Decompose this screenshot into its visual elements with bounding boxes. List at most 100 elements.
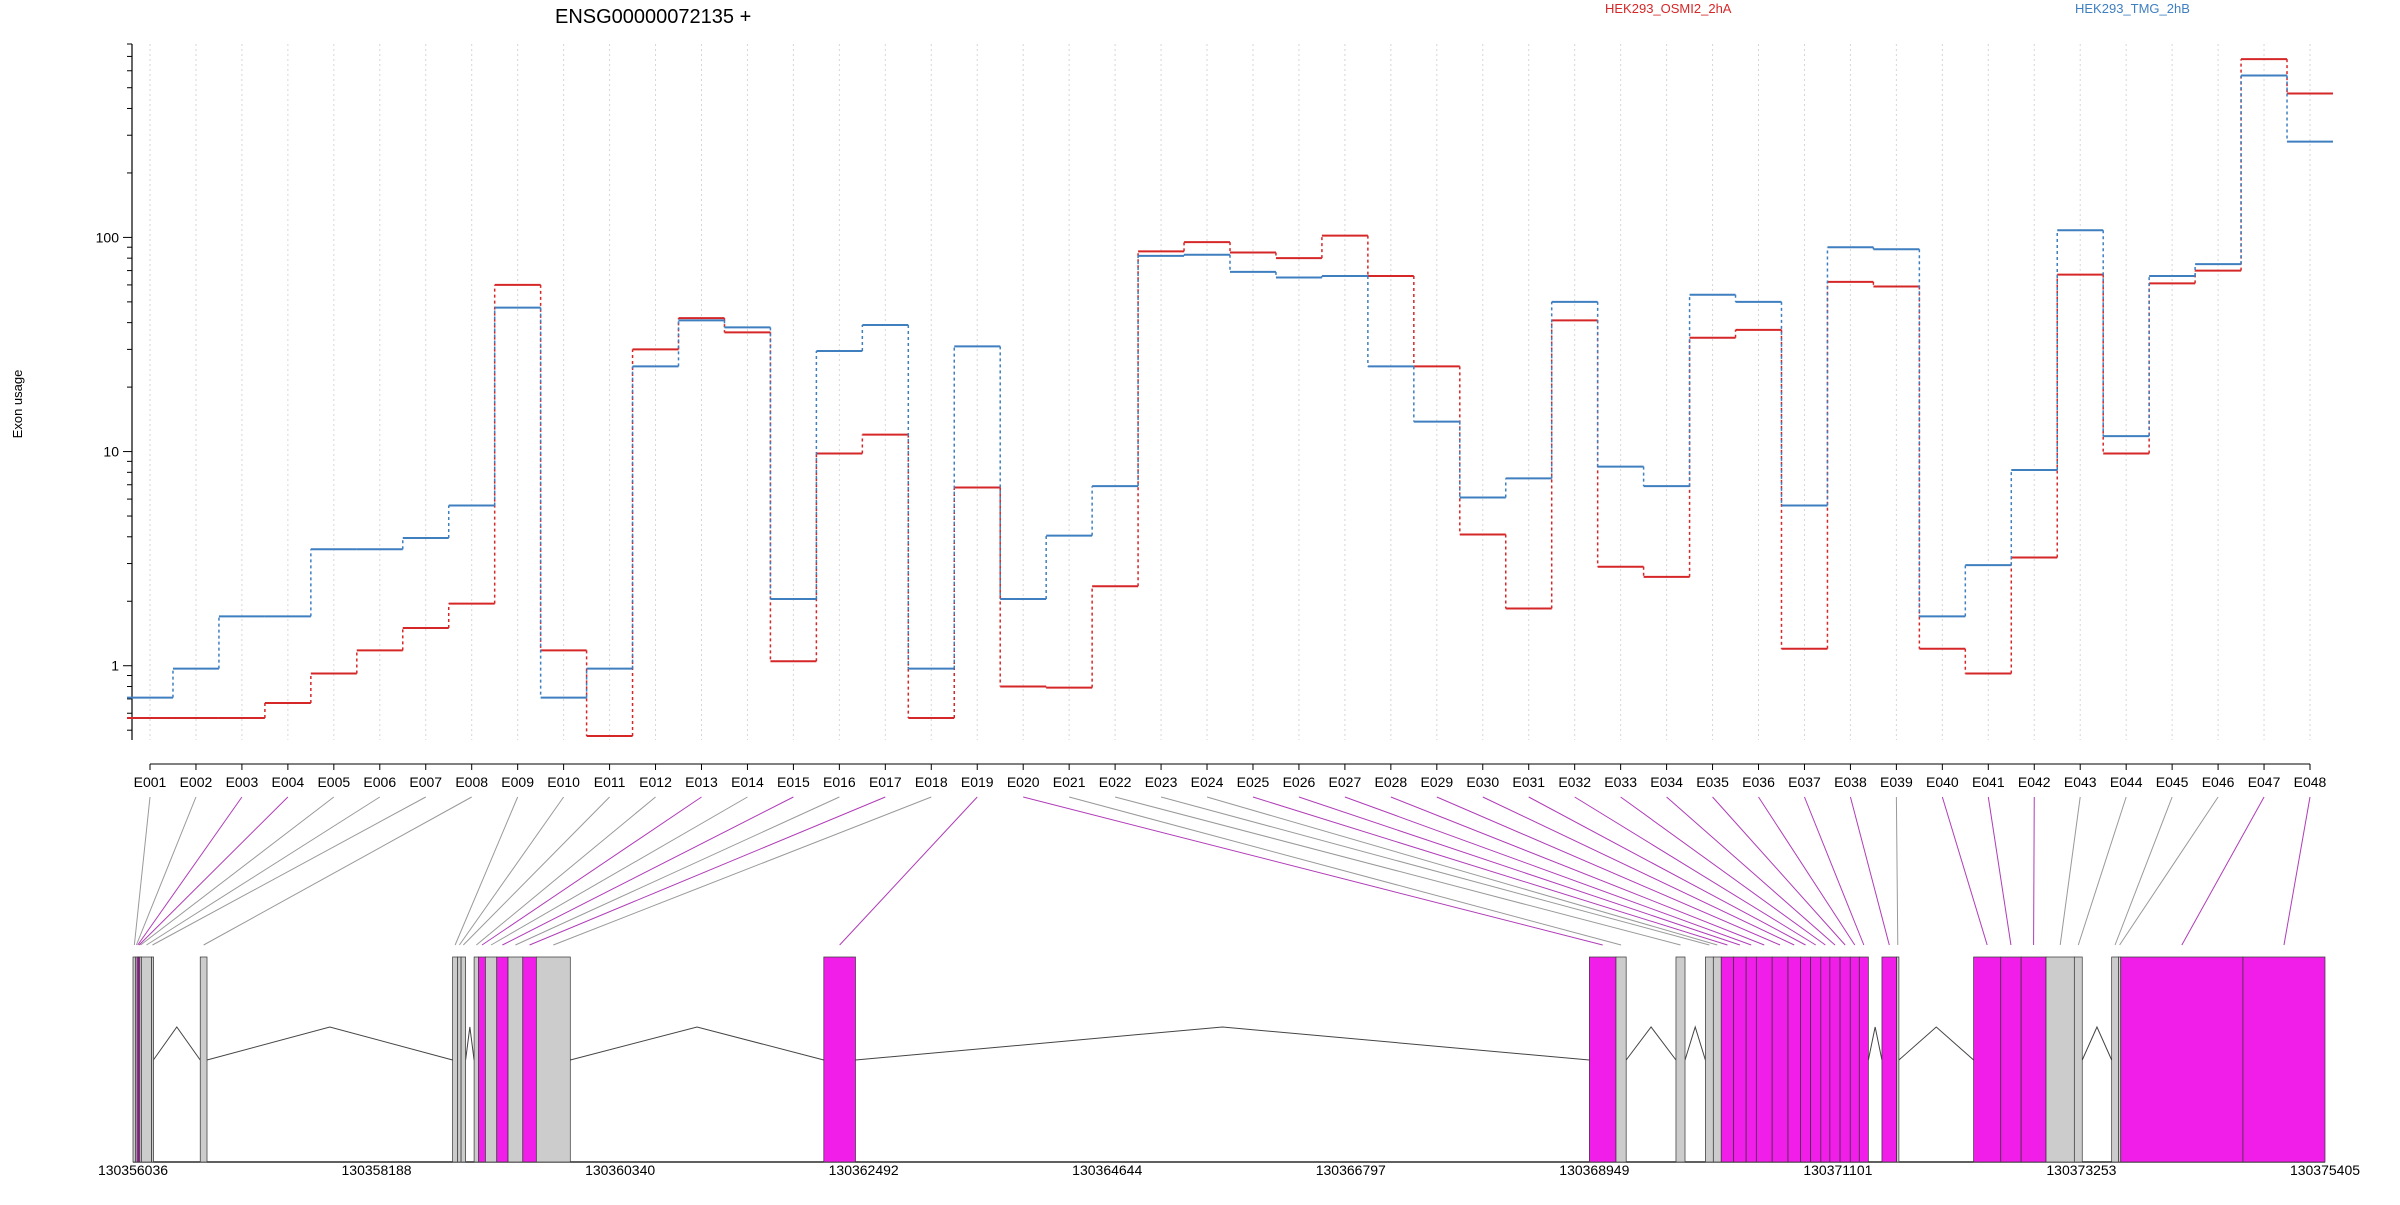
y-axis-label: Exon usage — [10, 370, 25, 439]
exon-link-line — [1252, 796, 1728, 946]
x-tick-label: E009 — [501, 774, 534, 790]
exon-box — [1720, 956, 1735, 1163]
exon-box — [1589, 956, 1617, 1163]
y-tick-label: 1 — [111, 658, 119, 674]
exon-link-line — [203, 796, 472, 946]
exon-link-line — [1298, 796, 1741, 946]
x-tick-label: E017 — [869, 774, 902, 790]
x-tick-label: E031 — [1512, 774, 1545, 790]
x-tick-label: E015 — [777, 774, 810, 790]
exon-box — [457, 956, 462, 1163]
exon-link-line — [2181, 796, 2265, 946]
exon-link-line — [2114, 796, 2173, 946]
exon-box — [535, 956, 571, 1163]
genome-tick-label: 130371101 — [1803, 1162, 1872, 1178]
exon-link-line — [135, 796, 197, 946]
x-tick-label: E008 — [455, 774, 488, 790]
x-tick-label: E022 — [1099, 774, 1132, 790]
y-tick-label: 100 — [96, 229, 120, 245]
x-tick-label: E039 — [1880, 774, 1913, 790]
x-tick-label: E023 — [1145, 774, 1178, 790]
intron-line — [465, 1026, 475, 1061]
exon-link-line — [1436, 796, 1781, 946]
exon-link-line — [1344, 796, 1752, 946]
x-tick-label: E032 — [1558, 774, 1591, 790]
x-tick-label: E016 — [823, 774, 856, 790]
exon-links-layer — [133, 796, 2311, 946]
exon-box — [1675, 956, 1686, 1163]
exon-link-line — [2033, 796, 2035, 946]
exon-link-line — [1528, 796, 1806, 946]
exon-box — [1896, 956, 1900, 1163]
exon-link-line — [839, 796, 978, 946]
exon-link-line — [2059, 796, 2081, 946]
exon-link-line — [490, 796, 748, 946]
exon-link-line — [1941, 796, 1988, 946]
genome-tick-label: 130364644 — [1072, 1162, 1142, 1178]
x-tick-label: E021 — [1053, 774, 1086, 790]
exon-link-line — [458, 796, 565, 946]
exon-link-line — [138, 796, 289, 946]
x-tick-label: E012 — [639, 774, 672, 790]
exon-box — [522, 956, 537, 1163]
x-tick-label: E019 — [961, 774, 994, 790]
exon-box — [2111, 956, 2119, 1163]
x-tick-label: E014 — [731, 774, 764, 790]
axis-layer: 1 10 100 E001 E002 E003 E004 E005 E006 E007 E008 E0… — [96, 43, 2360, 1178]
intron-line — [1898, 1026, 1974, 1061]
exon-link-line — [1160, 796, 1710, 946]
genome-tick-label: 130375405 — [2290, 1162, 2360, 1178]
intron-line — [206, 1026, 453, 1061]
x-tick-label: E010 — [547, 774, 580, 790]
exon-box — [460, 956, 466, 1163]
legend-entry-series-1: HEK293_OSMI2_2hA — [1605, 1, 1732, 16]
intron-line — [1867, 1026, 1883, 1061]
exon-box — [199, 956, 208, 1163]
exon-link-line — [1023, 796, 1603, 946]
exon-box — [1733, 956, 1747, 1163]
x-tick-label: E040 — [1926, 774, 1959, 790]
x-tick-label: E025 — [1237, 774, 1270, 790]
exon-box — [823, 956, 856, 1163]
series-layer — [127, 58, 2333, 737]
exon-box — [1615, 956, 1627, 1163]
x-tick-label: E024 — [1191, 774, 1224, 790]
x-tick-label: E043 — [2064, 774, 2097, 790]
exon-box — [1771, 956, 1789, 1163]
exon-link-line — [2283, 796, 2311, 946]
x-tick-label: E048 — [2294, 774, 2327, 790]
exon-box — [2073, 956, 2083, 1163]
exon-box — [1745, 956, 1757, 1163]
exon-link-line — [2119, 796, 2219, 946]
genome-tick-label: 130360340 — [585, 1162, 655, 1178]
x-tick-label: E045 — [2156, 774, 2189, 790]
x-tick-label: E002 — [180, 774, 213, 790]
exon-box — [141, 956, 152, 1163]
exon-box — [1973, 956, 2002, 1163]
exon-link-line — [146, 796, 381, 946]
exon-box — [485, 956, 498, 1163]
exon-box — [1810, 956, 1822, 1163]
exon-box — [132, 956, 137, 1163]
exon-link-line — [133, 796, 151, 946]
exon-box — [473, 956, 479, 1163]
exon-link-line — [553, 796, 932, 946]
exon-link-line — [1069, 796, 1622, 946]
x-tick-label: E041 — [1972, 774, 2005, 790]
exon-box — [1820, 956, 1831, 1163]
genome-tick-label: 130373253 — [2046, 1162, 2116, 1178]
exon-link-line — [1895, 796, 1899, 946]
exon-box — [1839, 956, 1851, 1163]
intron-line — [1684, 1025, 1706, 1061]
x-tick-label: E044 — [2110, 774, 2143, 790]
exon-link-line — [1666, 796, 1836, 946]
x-tick-label: E020 — [1007, 774, 1040, 790]
intron-line — [2081, 1025, 2113, 1061]
x-tick-label: E029 — [1420, 774, 1453, 790]
exon-link-line — [152, 796, 426, 946]
x-tick-label: E028 — [1374, 774, 1407, 790]
series-1 — [127, 58, 2333, 737]
exon-box — [151, 956, 154, 1163]
